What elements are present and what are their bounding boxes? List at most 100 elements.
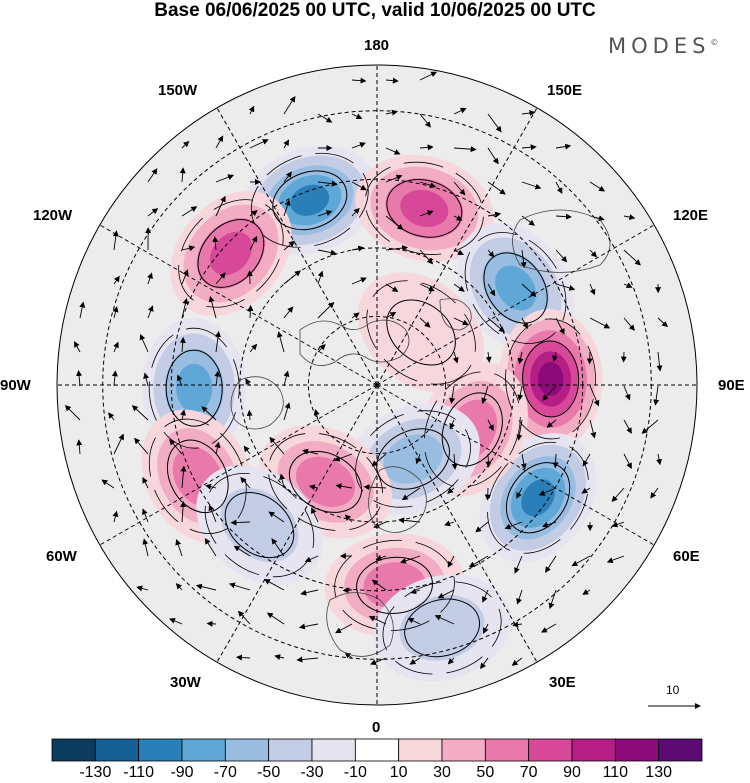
wind-vector [108, 412, 115, 421]
wind-vector [147, 208, 159, 217]
wind-vectors [64, 71, 668, 670]
wind-vector [181, 206, 198, 217]
wind-vector [228, 582, 251, 591]
wind-vector [208, 295, 217, 319]
wind-vector [335, 623, 353, 634]
wind-vector [237, 610, 251, 625]
meridian [211, 99, 378, 386]
wind-vector [283, 402, 291, 421]
wind-vector [541, 521, 557, 528]
wind-vector [589, 385, 600, 407]
brand-name: MODES [608, 34, 711, 58]
wind-vector [517, 385, 524, 401]
wind-vector [283, 240, 295, 251]
wind-vector [179, 167, 186, 183]
colorbar-swatch [51, 738, 96, 762]
streamline-loop [364, 161, 484, 255]
wind-vector [249, 343, 258, 353]
colorbar-tick-label: 70 [519, 764, 538, 781]
wind-vector [235, 654, 251, 661]
wind-vector [437, 589, 455, 599]
wind-vector [555, 249, 568, 263]
colorbar-tick-label: -50 [257, 764, 281, 781]
wind-vector [589, 181, 606, 192]
colorbar-swatch [614, 738, 660, 762]
wind-vector [351, 142, 366, 149]
lon-label-60e: 60E [673, 548, 700, 565]
graticule [57, 65, 697, 705]
wind-vector [514, 555, 523, 574]
streamline-loop [423, 371, 521, 488]
wind-vector [481, 385, 489, 405]
wind-vector [283, 370, 290, 387]
lon-label-90e: 90E [718, 377, 745, 394]
colorbar-tick-label: 130 [645, 764, 673, 781]
wind-vector [650, 487, 659, 499]
anomaly-center [196, 464, 323, 586]
wind-vector [623, 385, 631, 401]
wind-vector [249, 210, 258, 217]
wind-vector [248, 105, 255, 115]
streamline-loop [505, 462, 571, 534]
wind-vector [483, 623, 489, 634]
lon-label-60w: 60W [46, 548, 77, 565]
wind-vector [453, 249, 465, 255]
streamline-loop [334, 539, 455, 631]
wind-vector [611, 487, 625, 503]
wind-vector [246, 409, 253, 421]
wind-vector [175, 582, 183, 591]
wind-vector [351, 207, 360, 217]
wind-vector [419, 210, 434, 217]
wind-vector [351, 113, 363, 120]
wind-vector [589, 317, 611, 329]
colorbar-swatch [354, 738, 400, 762]
wind-vector [215, 330, 221, 353]
wind-vector [623, 419, 632, 434]
lon-label-30e: 30E [549, 674, 576, 691]
wind-vector [419, 283, 435, 292]
wind-vector [375, 554, 387, 561]
wind-vector [351, 181, 367, 191]
streamline-loop [355, 410, 471, 508]
wind-vector [317, 249, 337, 256]
colorbar-tick-label: 50 [476, 764, 495, 781]
wind-vector [555, 143, 572, 150]
wind-vector [606, 555, 625, 564]
wind-vector [521, 317, 528, 330]
wind-vector [385, 77, 399, 84]
streamline-loop [356, 556, 433, 614]
wind-vector [147, 168, 158, 183]
wind-vector [134, 437, 149, 455]
wind-vector [142, 477, 149, 489]
wind-vector [180, 465, 187, 489]
streamline-loop [165, 349, 223, 427]
wind-vector [302, 448, 319, 455]
meridian [91, 384, 378, 551]
wind-vector [419, 181, 437, 189]
wind-vector [181, 245, 196, 252]
streamline-loop [382, 581, 502, 675]
streamline-loop [366, 280, 476, 385]
wind-vector [656, 351, 663, 372]
wind-vector [212, 236, 219, 251]
colorbar-tick-label: 10 [389, 764, 408, 781]
wind-vector [555, 213, 572, 220]
wind-vector [555, 317, 565, 335]
wind-vector [313, 408, 320, 421]
wind-vector [139, 333, 149, 353]
wind-vector [181, 140, 190, 149]
wind-vector [344, 514, 353, 523]
wind-vector [589, 419, 597, 439]
wind-vector [487, 317, 505, 333]
colorbar-swatch [94, 738, 140, 762]
wind-vector [283, 171, 292, 183]
wind-vector [623, 214, 636, 221]
wind-vector [657, 317, 668, 328]
wind-vector [317, 210, 333, 217]
anomaly-center [355, 154, 494, 262]
wind-vector [623, 249, 641, 266]
colorbar-swatch [484, 738, 530, 762]
anomaly-center [373, 574, 512, 682]
wind-vector [385, 147, 401, 155]
wind-vector [555, 283, 576, 291]
